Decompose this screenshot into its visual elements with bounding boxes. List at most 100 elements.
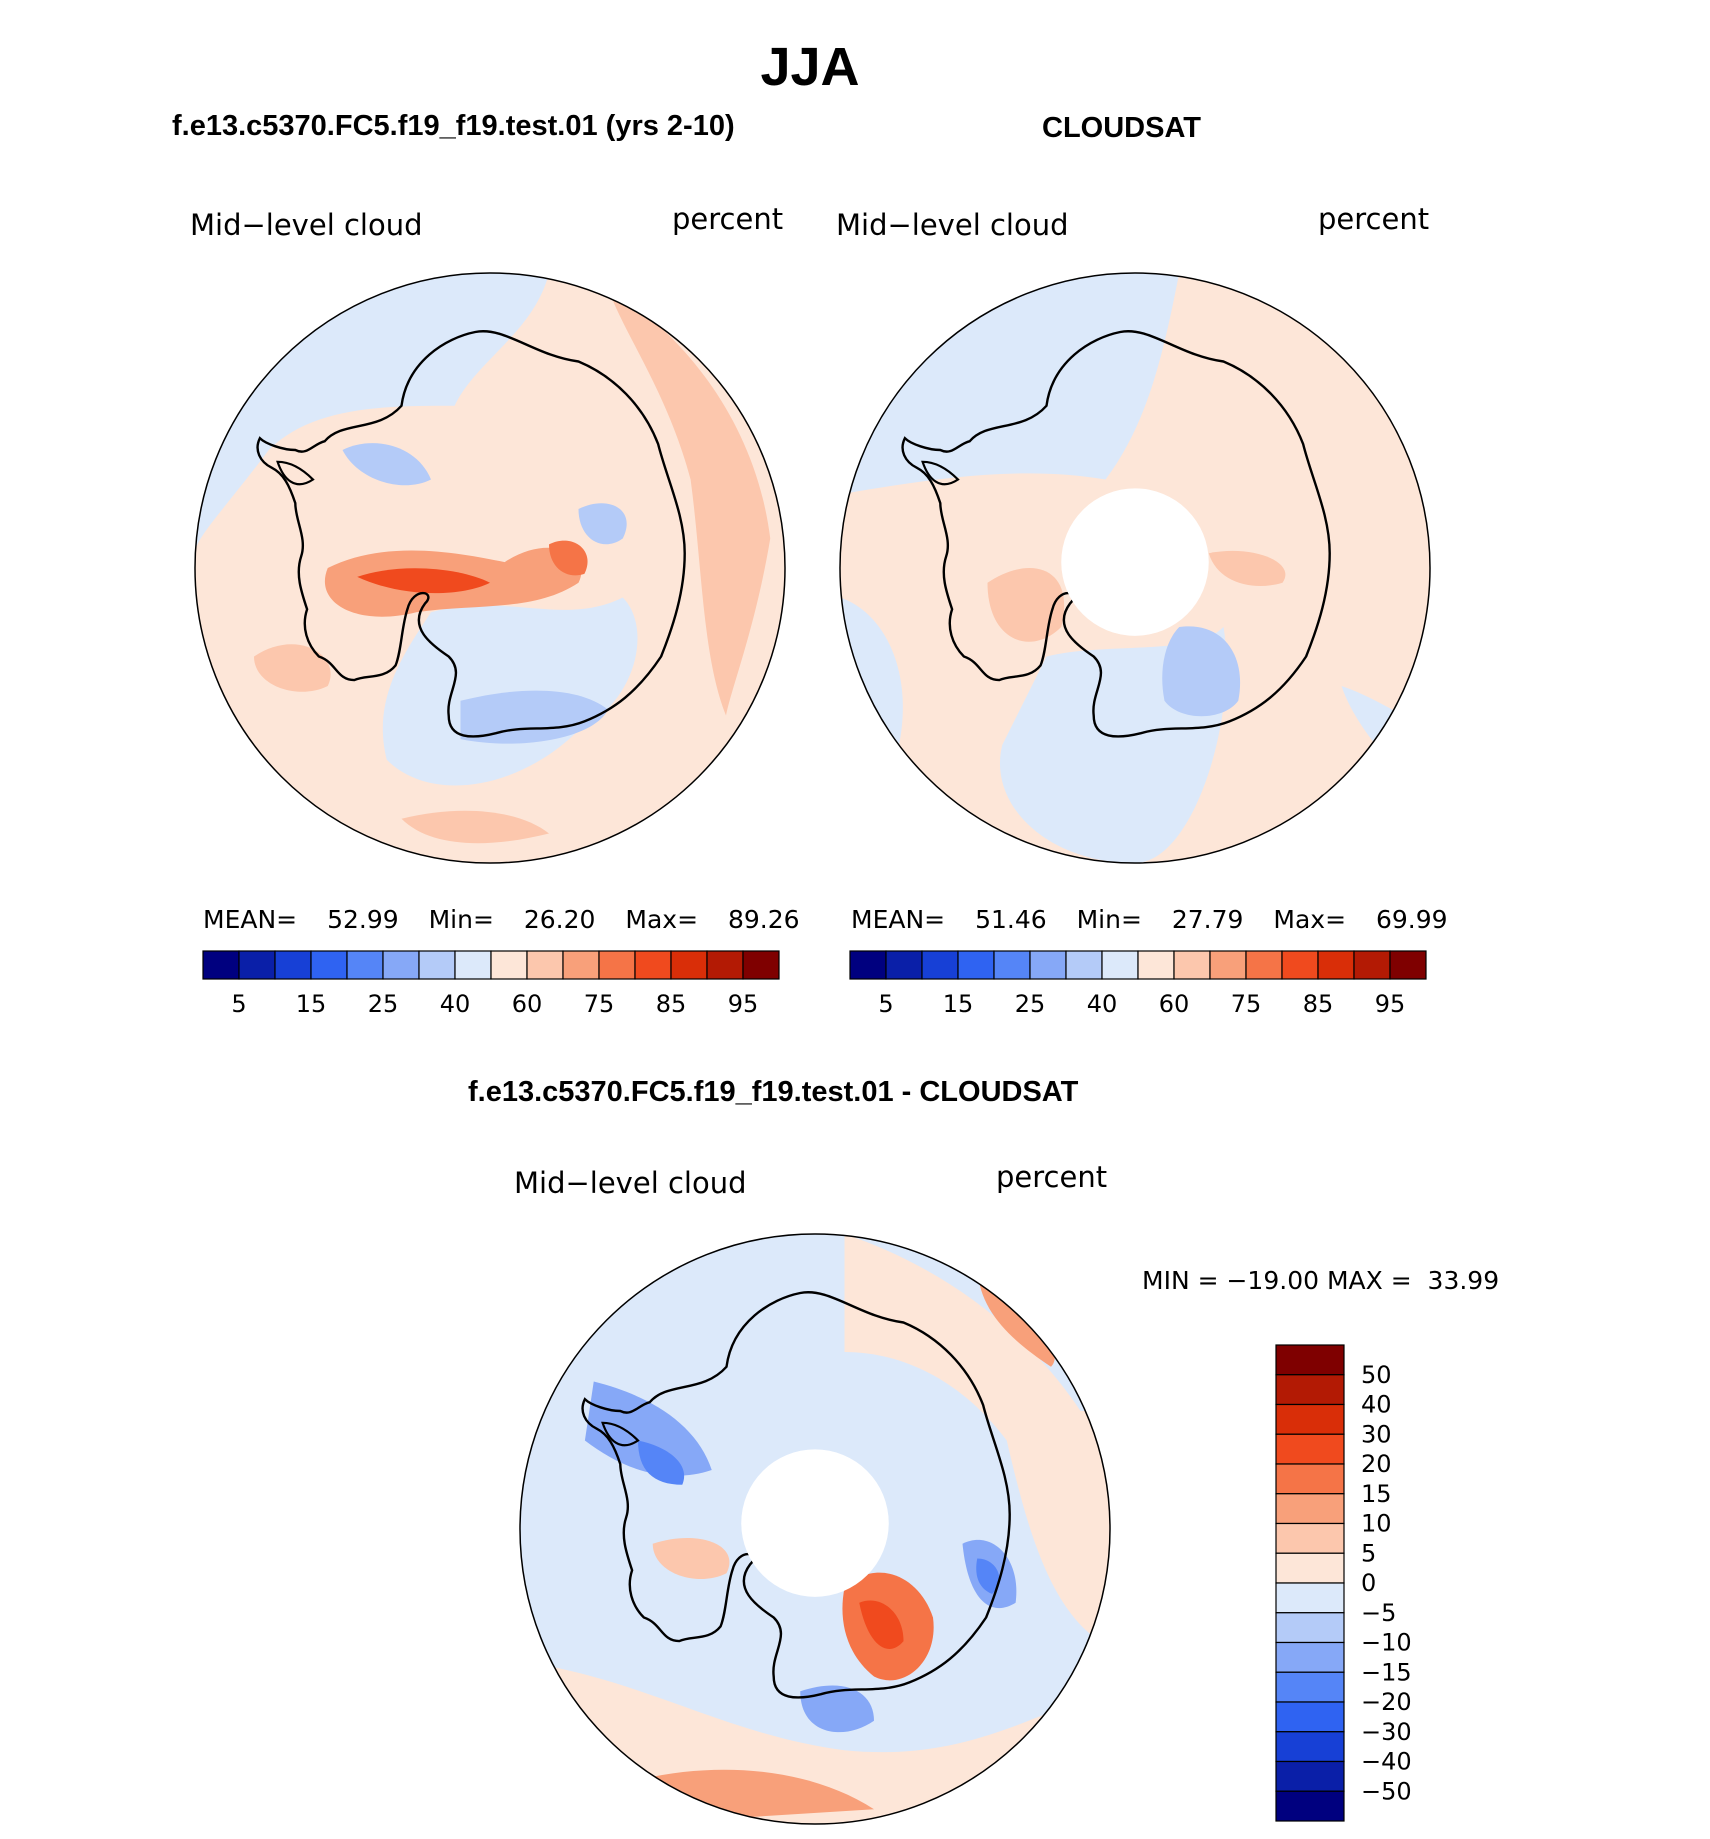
diff-colorbar-tick: 30 xyxy=(1361,1420,1392,1448)
left-colorbar-tick: 5 xyxy=(231,990,246,1018)
left-map xyxy=(195,273,785,863)
diff-polar-gap xyxy=(741,1449,889,1597)
diff-colorbar-swatch xyxy=(1275,1403,1345,1435)
right-polar-gap xyxy=(1061,488,1209,636)
diff-colorbar-swatch xyxy=(1275,1433,1345,1465)
diff-colorbar-tick: −5 xyxy=(1361,1599,1396,1627)
right-colorbar-swatch xyxy=(1173,950,1211,980)
diff-colorbar-tick: 20 xyxy=(1361,1450,1392,1478)
right-colorbar-tick: 25 xyxy=(1015,990,1046,1018)
right-panel-header: CLOUDSAT xyxy=(1042,112,1201,144)
left-colorbar-tick: 85 xyxy=(656,990,687,1018)
diff-colorbar-swatch xyxy=(1275,1374,1345,1406)
right-map-border xyxy=(840,273,1430,863)
diff-colorbar-tick: −40 xyxy=(1361,1748,1412,1776)
diff-colorbar-tick: −10 xyxy=(1361,1629,1412,1657)
left-colorbar-tick: 60 xyxy=(512,990,543,1018)
left-mean-value: 52.99 xyxy=(327,905,399,934)
right-colorbar-swatch xyxy=(1029,950,1067,980)
left-colorbar-swatch xyxy=(598,950,636,980)
left-map-border xyxy=(195,273,785,863)
left-colorbar-tick: 75 xyxy=(584,990,615,1018)
diff-minmax-text: MIN = −19.00 MAX = 33.99 xyxy=(1142,1266,1500,1295)
diff-colorbar-tick: −30 xyxy=(1361,1718,1412,1746)
left-stats: MEAN= 52.99 Min= 26.20 Max= 89.26 xyxy=(203,905,800,934)
right-colorbar-swatch xyxy=(1353,950,1391,980)
left-red-patch-sw xyxy=(254,644,331,692)
right-colorbar-swatch xyxy=(1389,950,1427,980)
right-variable-label: Mid−level cloud xyxy=(836,208,1069,242)
left-colorbar-swatch xyxy=(274,950,312,980)
diff-blue-patch-s xyxy=(800,1685,874,1733)
right-colorbar-tick: 40 xyxy=(1087,990,1118,1018)
diff-map xyxy=(520,1234,1110,1824)
left-min-label: Min= xyxy=(428,905,494,934)
diff-colorbar-tick: 40 xyxy=(1361,1391,1392,1419)
diff-colorbar-swatch xyxy=(1275,1582,1345,1614)
diff-colorbar-swatch xyxy=(1275,1463,1345,1495)
left-variable-label: Mid−level cloud xyxy=(190,208,423,242)
right-colorbar-swatch xyxy=(1101,950,1139,980)
left-colorbar-swatch xyxy=(670,950,708,980)
right-colorbar-tick: 15 xyxy=(943,990,974,1018)
left-colorbar-swatch xyxy=(346,950,384,980)
left-min-value: 26.20 xyxy=(523,905,596,934)
right-colorbar-swatch xyxy=(957,950,995,980)
right-colorbar-tick: 75 xyxy=(1231,990,1262,1018)
right-blue-patch xyxy=(1162,626,1241,717)
right-stats: MEAN= 51.46 Min= 27.79 Max= 69.99 xyxy=(851,905,1448,934)
diff-colorbar-swatch xyxy=(1275,1522,1345,1554)
diff-blue-core-w xyxy=(638,1440,685,1485)
left-colorbar-swatch xyxy=(418,950,456,980)
main-title: JJA xyxy=(760,37,860,97)
diff-colorbar-swatch xyxy=(1275,1493,1345,1525)
left-colorbar-tick: 15 xyxy=(296,990,327,1018)
diff-red-region-e xyxy=(844,1234,1110,1647)
diff-panel-header: f.e13.c5370.FC5.f19_f19.test.01 - CLOUDS… xyxy=(468,1076,1079,1108)
diff-red-patch-w xyxy=(652,1537,730,1580)
right-colorbar-tick: 85 xyxy=(1303,990,1334,1018)
left-colorbar-swatch xyxy=(562,950,600,980)
left-colorbar-swatch xyxy=(634,950,672,980)
right-colorbar-swatch xyxy=(1245,950,1283,980)
left-colorbar-tick: 40 xyxy=(440,990,471,1018)
diff-colorbar-swatch xyxy=(1275,1552,1345,1584)
diff-colorbar-tick: 15 xyxy=(1361,1480,1392,1508)
diff-colorbar-swatch xyxy=(1275,1701,1345,1733)
right-min-label: Min= xyxy=(1076,905,1142,934)
right-mean-value: 51.46 xyxy=(975,905,1047,934)
right-colorbar-swatch xyxy=(1317,950,1355,980)
left-units-label: percent xyxy=(672,202,784,236)
diff-map-border xyxy=(520,1234,1110,1824)
diff-colorbar-tick: −20 xyxy=(1361,1688,1412,1716)
diff-colorbar-swatch xyxy=(1275,1612,1345,1644)
diff-colorbar-swatch xyxy=(1275,1641,1345,1673)
left-colorbar-tick: 95 xyxy=(728,990,759,1018)
left-red-region-ne xyxy=(608,287,771,716)
diff-variable-label: Mid−level cloud xyxy=(514,1166,747,1200)
left-blue-patch-w xyxy=(342,443,431,486)
left-colorbar-swatch xyxy=(202,950,240,980)
diff-colorbar-swatch xyxy=(1275,1671,1345,1703)
left-colorbar-swatch xyxy=(382,950,420,980)
left-max-label: Max= xyxy=(625,905,699,934)
left-colorbar-swatch xyxy=(310,950,348,980)
right-colorbar-swatch xyxy=(921,950,959,980)
right-colorbar-tick: 60 xyxy=(1159,990,1190,1018)
diff-colorbar-swatch xyxy=(1275,1760,1345,1792)
right-colorbar-swatch xyxy=(1065,950,1103,980)
right-map xyxy=(840,273,1430,863)
diff-colorbar-swatch xyxy=(1275,1731,1345,1763)
right-min-value: 27.79 xyxy=(1171,905,1244,934)
right-max-label: Max= xyxy=(1273,905,1347,934)
left-red-patch-bottom xyxy=(401,810,549,844)
right-red-patch-2 xyxy=(1208,550,1286,587)
left-colorbar-swatch xyxy=(238,950,276,980)
diff-colorbar-tick: 5 xyxy=(1361,1539,1376,1567)
diff-colorbar-swatch xyxy=(1275,1344,1345,1376)
diff-units-label: percent xyxy=(996,1160,1108,1194)
right-mean-label: MEAN= xyxy=(851,905,946,934)
left-colorbar: 5 15 25 40 60 75 85 95 xyxy=(202,950,780,1018)
right-colorbar-tick: 5 xyxy=(878,990,893,1018)
